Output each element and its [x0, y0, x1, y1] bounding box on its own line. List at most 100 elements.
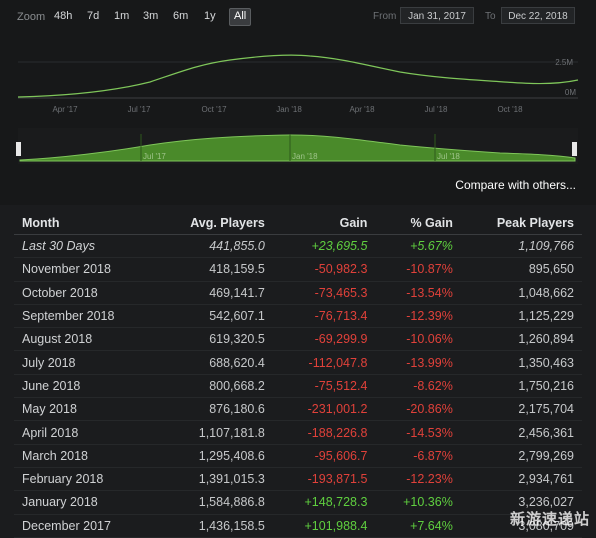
cell-avg-players: 1,107,181.8 [155, 420, 273, 445]
cell-avg-players: 441,855.0 [155, 234, 273, 259]
cell-month: February 2018 [14, 467, 155, 492]
table-row: February 2018 1,391,015.3 -193,871.5 -12.23… [14, 467, 582, 492]
cell-avg-players: 876,180.6 [155, 397, 273, 422]
cell-gain: -50,982.3 [272, 257, 376, 282]
player-count-line [17, 54, 579, 98]
cell-peak-players: 2,456,361 [460, 420, 582, 445]
table-body: Last 30 Days 441,855.0 +23,695.5 +5.67% 1,10… [14, 234, 582, 538]
compare-with-others-link[interactable]: Compare with others... [455, 178, 576, 192]
table-row: April 2018 1,107,181.8 -188,226.8 -14.53% 2,… [14, 420, 582, 445]
cell-gain: +101,988.4 [272, 514, 376, 538]
table-row: March 2018 1,295,408.6 -95,606.7 -6.87% 2,79… [14, 444, 582, 468]
cell-avg-players: 418,159.5 [155, 257, 273, 282]
table-row: June 2018 800,668.2 -75,512.4 -8.62% 1,750,2… [14, 374, 582, 399]
header-month[interactable]: Month [14, 212, 155, 235]
table-row: July 2018 688,620.4 -112,047.8 -13.99% 1,350… [14, 350, 582, 375]
cell-avg-players: 1,295,408.6 [155, 444, 273, 468]
cell-peak-players: 2,175,704 [460, 397, 582, 422]
cell-gain: -95,606.7 [272, 444, 376, 468]
zoom-toolbar: Zoom 48h 7d 1m 3m 6m 1y All From Jan 31,… [0, 6, 596, 28]
header-gain[interactable]: Gain [272, 212, 376, 235]
table-row: October 2018 469,141.7 -73,465.3 -13.54% 1,0… [14, 281, 582, 305]
cell-peak-players: 895,650 [460, 257, 582, 282]
cell-avg-players: 688,620.4 [155, 350, 273, 375]
cell-peak-players: 1,260,894 [460, 327, 582, 352]
cell-month: June 2018 [14, 374, 155, 399]
navigator-area [19, 134, 576, 162]
cell-month: March 2018 [14, 444, 155, 468]
cell-peak-players: 1,109,766 [460, 234, 582, 259]
cell-gain: -188,226.8 [272, 420, 376, 445]
cell-peak-players: 2,934,761 [460, 467, 582, 492]
cell-month: May 2018 [14, 397, 155, 422]
cell-avg-players: 1,436,158.5 [155, 514, 273, 538]
zoom-all-button[interactable]: All [229, 8, 252, 26]
cell-peak-players: 1,350,463 [460, 350, 582, 375]
cell-gain: -69,299.9 [272, 327, 376, 352]
cell-pct-gain: -13.54% [375, 281, 461, 305]
navigator-label-jul-17: Jul '17 [143, 152, 166, 161]
x-label-oct-17: Oct '17 [201, 105, 227, 114]
cell-peak-players: 3,236,027 [460, 490, 582, 515]
to-date-input[interactable]: Dec 22, 2018 [501, 7, 575, 24]
cell-gain: -76,713.4 [272, 304, 376, 329]
cell-pct-gain: +7.64% [375, 514, 461, 538]
zoom-7d-button[interactable]: 7d [87, 10, 100, 22]
header-pct-gain[interactable]: % Gain [375, 212, 461, 235]
zoom-48h-button[interactable]: 48h [54, 10, 73, 22]
table-row: August 2018 619,320.5 -69,299.9 -10.06% 1,26… [14, 327, 582, 352]
cell-pct-gain: -12.23% [375, 467, 461, 492]
zoom-label: Zoom [17, 11, 46, 23]
table-row: November 2018 418,159.5 -50,982.3 -10.87% 89… [14, 257, 582, 282]
cell-month: April 2018 [14, 420, 155, 445]
cell-gain: -75,512.4 [272, 374, 376, 399]
navigator-left-handle[interactable] [16, 142, 21, 156]
cell-month: January 2018 [14, 490, 155, 515]
cell-avg-players: 469,141.7 [155, 281, 273, 305]
cell-gain: +148,728.3 [272, 490, 376, 515]
cell-avg-players: 619,320.5 [155, 327, 273, 352]
table-row: Last 30 Days 441,855.0 +23,695.5 +5.67% 1,10… [14, 234, 582, 259]
cell-pct-gain: -10.06% [375, 327, 461, 352]
cell-month: August 2018 [14, 327, 155, 352]
from-date-input[interactable]: Jan 31, 2017 [400, 7, 474, 24]
x-label-oct-18: Oct '18 [497, 105, 523, 114]
cell-month: November 2018 [14, 257, 155, 282]
cell-avg-players: 542,607.1 [155, 304, 273, 329]
to-label: To [485, 11, 496, 22]
cell-pct-gain: -14.53% [375, 420, 461, 445]
cell-month: December 2017 [14, 514, 155, 538]
cell-pct-gain: +10.36% [375, 490, 461, 515]
player-count-chart[interactable]: 2.5M 0M Apr '17 Jul '17 Oct '17 Jan '18 … [0, 30, 596, 122]
cell-gain: -193,871.5 [272, 467, 376, 492]
cell-pct-gain: -8.62% [375, 374, 461, 399]
navigator-label-jan-18: Jan '18 [292, 152, 318, 161]
x-label-apr-17: Apr '17 [52, 105, 78, 114]
x-label-jul-18: Jul '18 [425, 105, 448, 114]
zoom-1m-button[interactable]: 1m [114, 10, 130, 22]
zoom-1y-button[interactable]: 1y [204, 10, 216, 22]
x-label-jul-17: Jul '17 [128, 105, 151, 114]
cell-pct-gain: -12.39% [375, 304, 461, 329]
cell-pct-gain: -20.86% [375, 397, 461, 422]
y-label-2-5m: 2.5M [555, 58, 573, 67]
table-row: May 2018 876,180.6 -231,001.2 -20.86% 2,175,… [14, 397, 582, 422]
watermark: 新游速递站 [509, 511, 590, 528]
cell-pct-gain: -6.87% [375, 444, 461, 468]
cell-pct-gain: -13.99% [375, 350, 461, 375]
cell-peak-players: 1,048,662 [460, 281, 582, 305]
cell-gain: -231,001.2 [272, 397, 376, 422]
cell-peak-players: 1,750,216 [460, 374, 582, 399]
header-peak-players[interactable]: Peak Players [460, 212, 582, 235]
cell-month: July 2018 [14, 350, 155, 375]
range-navigator[interactable]: Jul '17 Jan '18 Jul '18 [0, 128, 596, 168]
navigator-right-handle[interactable] [572, 142, 577, 156]
cell-peak-players: 1,125,229 [460, 304, 582, 329]
zoom-3m-button[interactable]: 3m [143, 10, 159, 22]
navigator-label-jul-18: Jul '18 [437, 152, 460, 161]
zoom-6m-button[interactable]: 6m [173, 10, 189, 22]
cell-gain: +23,695.5 [272, 234, 376, 259]
header-avg-players[interactable]: Avg. Players [155, 212, 273, 235]
cell-pct-gain: +5.67% [375, 234, 461, 259]
table-header-row: Month Avg. Players Gain % Gain Peak Play… [14, 212, 582, 235]
